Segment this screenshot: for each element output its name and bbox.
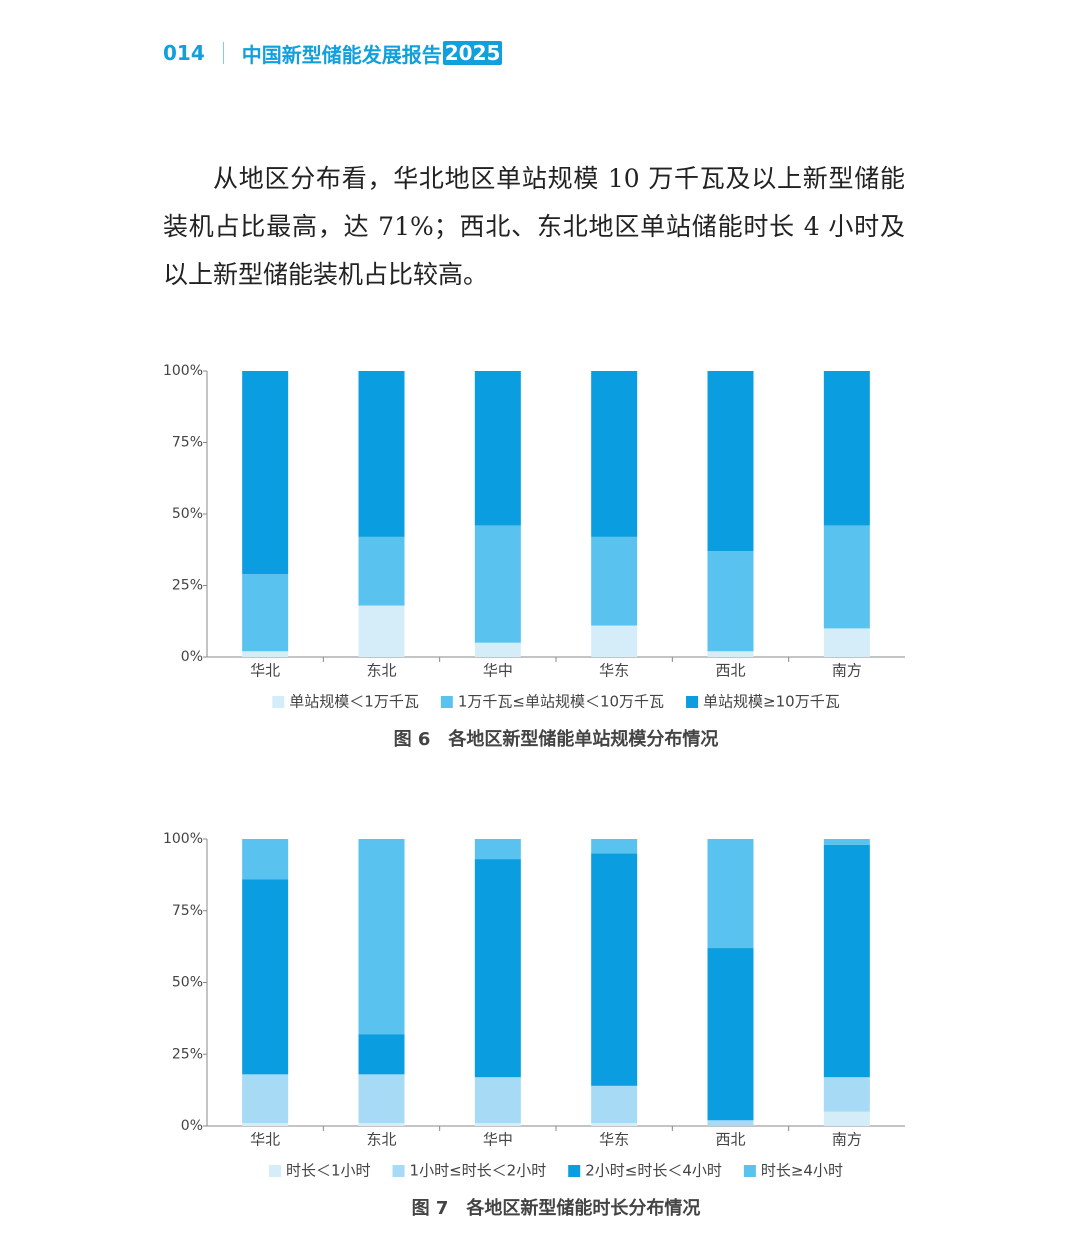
y-tick-label: 0% [181,649,203,665]
legend-swatch [269,1165,282,1177]
bar-segment [823,628,870,657]
bar-segment [707,651,754,657]
x-tick-label: 南方 [832,1131,862,1149]
bar-segment [707,371,754,552]
x-tick-label: 华北 [250,662,280,680]
x-tick-label: 东北 [366,1131,396,1149]
bar-segment [358,371,405,537]
bar-segment [707,1120,754,1126]
y-tick-label: 0% [181,1118,203,1134]
bar-segment [707,551,754,652]
y-tick-label: 50% [172,506,203,522]
bar-segment [823,1077,870,1112]
bar-segment [823,839,870,845]
bar-segment [474,371,521,526]
legend-label: 2小时≤时长＜4小时 [585,1162,722,1180]
bar-segment [474,1123,521,1126]
bar-segment [707,948,754,1121]
x-tick-label: 西北 [715,662,745,680]
bar-segment [591,536,638,626]
bar-segment [591,839,638,854]
bar-segment [358,536,405,606]
bar-segment [242,1123,289,1126]
header: 014 中国新型储能发展报告 2025 [163,38,503,68]
legend: 时长＜1小时 1小时≤时长＜2小时 2小时≤时长＜4小时 时长≥4小时 [269,1162,843,1180]
bar-segment [358,1034,405,1075]
y-tick-label: 100% [163,363,203,379]
bar-segment [823,1111,870,1126]
legend-label: 单站规模＜1万千瓦 [289,693,419,711]
bar-segment [591,1085,638,1124]
legend: 单站规模＜1万千瓦 1万千瓦≤单站规模＜10万千瓦 单站规模≥10万千瓦 [272,693,840,711]
legend-swatch [568,1165,581,1177]
bar-segment [474,525,521,643]
bar-segment [242,1074,289,1124]
bar-segment [242,879,289,1075]
bar-segment [358,1123,405,1126]
bar-segment [358,1074,405,1124]
separator [222,42,224,64]
legend-swatch [440,696,453,708]
legend-label: 单站规模≥10万千瓦 [703,693,840,711]
x-tick-label: 西北 [715,1131,745,1149]
x-tick-label: 华北 [250,1131,280,1149]
bar-segment [823,525,870,629]
bar-segment [823,844,870,1078]
bar-segment [242,839,289,880]
legend-swatch [392,1165,405,1177]
legend-label: 1万千瓦≤单站规模＜10万千瓦 [458,693,664,711]
bar-segment [591,625,638,657]
bar-segment [242,371,289,575]
header-year: 2025 [442,41,503,65]
bar-segment [474,839,521,860]
bar-segment [242,574,289,652]
y-tick-label: 25% [172,1046,203,1062]
bar-segment [358,605,405,657]
legend-swatch [686,696,699,708]
x-tick-label: 华东 [599,1131,629,1149]
y-tick-label: 25% [172,578,203,594]
bar-segment [474,642,521,657]
legend-label: 时长≥4小时 [761,1162,843,1180]
x-tick-label: 南方 [832,662,862,680]
legend-label: 1小时≤时长＜2小时 [410,1162,547,1180]
x-tick-label: 华东 [599,662,629,680]
bar-segment [242,651,289,657]
bar-segment [358,839,405,1035]
legend-label: 时长＜1小时 [286,1162,371,1180]
bar-segment [591,853,638,1086]
x-tick-label: 东北 [366,662,396,680]
bar-segment [474,1077,521,1124]
page-number: 014 [163,41,205,65]
legend-swatch [272,696,285,708]
bar-segment [823,371,870,526]
x-tick-label: 华中 [483,1131,513,1149]
bar-segment [591,371,638,537]
y-tick-label: 75% [172,435,203,451]
paragraph: 从地区分布看，华北地区单站规模 10 万千瓦及以上新型储能装机占比最高，达 71… [163,164,905,289]
bar-segment [707,839,754,949]
bar-segment [591,1123,638,1126]
y-tick-label: 75% [172,903,203,919]
bar-segment [474,859,521,1078]
x-tick-label: 华中 [483,662,513,680]
y-tick-label: 100% [163,831,203,847]
header-title: 中国新型储能发展报告 [241,42,442,67]
y-tick-label: 50% [172,975,203,991]
caption: 图 7 各地区新型储能时长分布情况 [412,1197,701,1219]
caption: 图 6 各地区新型储能单站规模分布情况 [394,728,719,750]
legend-swatch [743,1165,756,1177]
